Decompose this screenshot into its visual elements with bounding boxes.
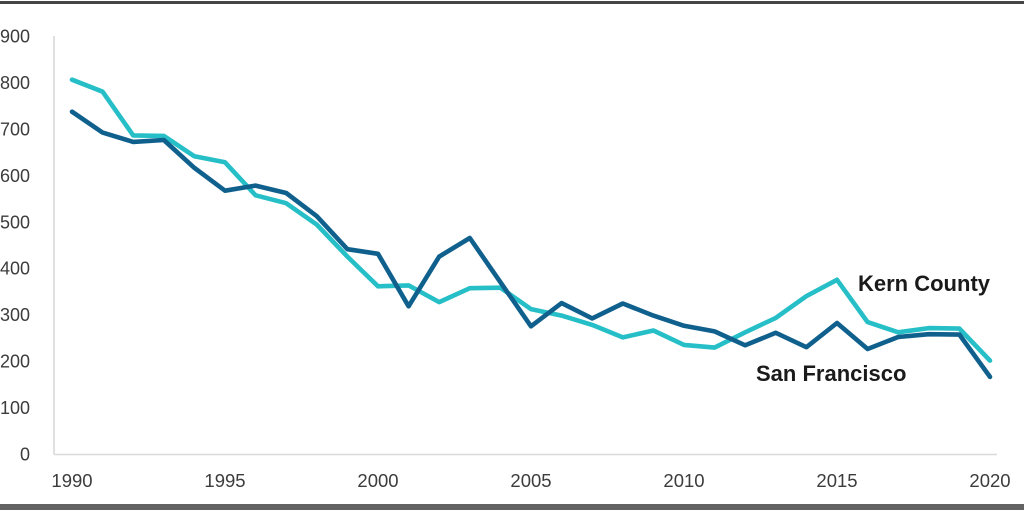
y-axis-tick-label: 800 <box>0 73 30 93</box>
y-axis-tick-label: 500 <box>0 212 30 232</box>
x-axis-tick-label: 2000 <box>357 470 398 491</box>
y-axis-tick-label: 600 <box>0 166 30 186</box>
y-axis-tick-label: 300 <box>0 305 30 325</box>
y-axis-tick-label: 400 <box>0 259 30 279</box>
x-axis-tick-label: 2010 <box>663 470 704 491</box>
x-axis-tick-label: 1995 <box>204 470 245 491</box>
y-axis-tick-label: 0 <box>20 445 30 465</box>
x-axis-tick-label: 2015 <box>816 470 857 491</box>
kern-county-series-label: Kern County <box>858 271 990 296</box>
y-axis-tick-label: 200 <box>0 352 30 372</box>
y-axis-tick-label: 700 <box>0 119 30 139</box>
x-axis-tick-label: 1990 <box>51 470 92 491</box>
y-axis-tick-label: 100 <box>0 398 30 418</box>
san-francisco-line <box>69 109 993 380</box>
san-francisco-series-label: San Francisco <box>756 361 907 386</box>
top-border-line <box>0 1 1024 4</box>
kern-county-line <box>69 77 993 363</box>
y-axis-tick-label: 900 <box>0 27 30 47</box>
x-axis-tick-label: 2005 <box>510 470 551 491</box>
bottom-border-line <box>0 504 1024 510</box>
x-axis-tick-label: 2020 <box>969 470 1010 491</box>
